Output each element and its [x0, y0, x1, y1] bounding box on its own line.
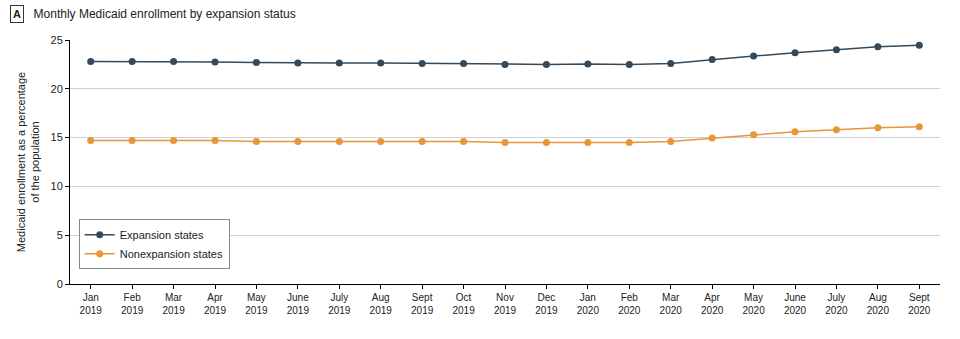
svg-text:20: 20	[51, 83, 63, 95]
svg-text:10: 10	[51, 180, 63, 192]
svg-text:Mar2020: Mar2020	[660, 292, 683, 316]
svg-text:Apr2020: Apr2020	[701, 292, 724, 316]
svg-text:5: 5	[57, 229, 63, 241]
svg-text:May2019: May2019	[245, 292, 268, 316]
svg-text:Expansion states: Expansion states	[120, 229, 204, 241]
svg-text:Jan2019: Jan2019	[80, 292, 103, 316]
svg-text:Dec2019: Dec2019	[535, 292, 558, 316]
svg-text:Aug2020: Aug2020	[867, 292, 890, 316]
svg-text:15: 15	[51, 131, 63, 143]
svg-text:A: A	[13, 8, 21, 20]
svg-text:Sept2020: Sept2020	[908, 292, 931, 316]
svg-text:Mar2019: Mar2019	[162, 292, 185, 316]
svg-text:Nov2019: Nov2019	[494, 292, 517, 316]
svg-text:Jan2020: Jan2020	[577, 292, 600, 316]
svg-text:July2020: July2020	[825, 292, 848, 316]
svg-text:Nonexpansion states: Nonexpansion states	[120, 248, 223, 260]
svg-text:0: 0	[57, 278, 63, 290]
svg-text:June2020: June2020	[784, 292, 807, 316]
svg-text:25: 25	[51, 34, 63, 46]
svg-text:Oct2019: Oct2019	[452, 292, 475, 316]
svg-text:July2019: July2019	[328, 292, 351, 316]
svg-text:Apr2019: Apr2019	[204, 292, 227, 316]
svg-text:Feb2020: Feb2020	[618, 292, 641, 316]
svg-text:Medicaid enrollment as a perce: Medicaid enrollment as a percentageof th…	[15, 72, 41, 252]
svg-text:Monthly Medicaid enrollment by: Monthly Medicaid enrollment by expansion…	[34, 7, 296, 21]
svg-text:May2020: May2020	[742, 292, 765, 316]
svg-text:Sept2019: Sept2019	[411, 292, 434, 316]
svg-text:June2019: June2019	[287, 292, 310, 316]
svg-text:Feb2019: Feb2019	[121, 292, 144, 316]
svg-text:Aug2019: Aug2019	[370, 292, 393, 316]
